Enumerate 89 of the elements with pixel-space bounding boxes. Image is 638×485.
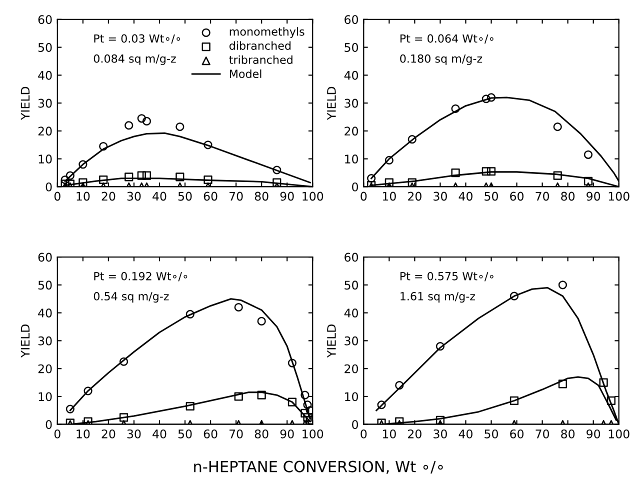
x-tick-label: 90: [586, 192, 600, 201]
x-tick-label: 20: [102, 192, 116, 201]
annotation: Pt = 0.192 Wt∘/∘: [94, 272, 188, 282]
x-tick-label: 20: [102, 429, 116, 438]
x-tick-label: 80: [561, 429, 575, 438]
y-tick-label: 30: [344, 336, 358, 346]
annotation: 0.54 sq m/g-z: [94, 292, 169, 303]
x-tick-label: 10: [382, 429, 396, 438]
y-tick-label: 0: [46, 420, 52, 430]
x-tick-label: 100: [302, 192, 324, 201]
x-tick-label: 0: [54, 429, 60, 438]
x-tick-label: 90: [280, 429, 294, 438]
x-tick-label: 50: [484, 192, 498, 201]
y-tick-label: 40: [344, 308, 358, 318]
x-tick-label: 60: [204, 192, 218, 201]
annotation: 1.61 sq m/g-z: [400, 292, 476, 303]
legend-label: monomethyls: [230, 27, 304, 38]
x-tick-label: 10: [76, 192, 90, 201]
y-tick-label: 50: [38, 280, 52, 290]
y-tick-label: 60: [38, 252, 52, 262]
legend-label: dibranched: [229, 41, 291, 50]
x-tick-label: 30: [127, 192, 141, 201]
x-tick-label: 30: [434, 192, 447, 201]
x-tick-label: 50: [178, 192, 192, 201]
x-tick-label: 80: [561, 192, 575, 201]
x-tick-label: 30: [434, 429, 447, 438]
y-tick-label: 0: [46, 182, 52, 192]
y-axis-title: YIELD: [20, 324, 30, 358]
y-tick-label: 10: [345, 154, 358, 164]
y-tick-label: 10: [38, 392, 52, 402]
x-tick-label: 70: [536, 192, 550, 201]
annotation: Pt = 0.064 Wt∘/∘: [400, 34, 494, 44]
y-tick-label: 60: [344, 252, 358, 262]
y-tick-label: 50: [344, 43, 358, 52]
y-tick-label: 50: [38, 43, 52, 52]
y-tick-label: 40: [38, 70, 52, 80]
y-tick-label: 20: [38, 364, 52, 374]
legend-label: Model: [230, 69, 262, 78]
y-tick-label: 30: [38, 336, 52, 346]
x-tick-label: 60: [204, 429, 218, 438]
x-tick-label: 100: [608, 429, 630, 438]
y-tick-label: 10: [38, 154, 52, 164]
x-axis-title: n-HEPTANE CONVERSION, Wt ∘/∘: [194, 460, 443, 474]
y-tick-label: 0: [352, 420, 358, 430]
y-tick-label: 40: [344, 70, 358, 80]
y-tick-label: 30: [38, 98, 52, 108]
y-tick-label: 60: [344, 15, 358, 24]
x-tick-label: 0: [360, 429, 367, 438]
x-tick-label: 40: [458, 429, 472, 438]
y-tick-label: 20: [38, 126, 52, 136]
y-tick-label: 0: [352, 182, 358, 192]
x-tick-label: 30: [127, 429, 141, 438]
y-tick-label: 20: [344, 126, 358, 136]
x-tick-label: 70: [230, 192, 243, 201]
x-tick-label: 70: [230, 429, 243, 438]
x-tick-label: 100: [608, 192, 630, 201]
x-tick-label: 90: [280, 192, 294, 201]
x-tick-label: 80: [254, 429, 268, 438]
y-tick-label: 60: [38, 15, 52, 24]
annotation: 0.084 sq m/g-z: [94, 54, 176, 65]
annotation: Pt = 0.03 Wt∘/∘: [94, 34, 180, 44]
x-tick-label: 40: [152, 192, 166, 201]
x-tick-label: 20: [408, 192, 422, 201]
x-tick-label: 0: [54, 192, 60, 201]
y-tick-label: 10: [345, 392, 358, 402]
x-tick-label: 10: [382, 192, 396, 201]
x-tick-label: 100: [302, 429, 324, 438]
y-tick-label: 30: [344, 98, 358, 108]
legend-label: tribranched: [229, 55, 292, 64]
x-tick-label: 50: [178, 429, 192, 438]
y-axis-title: YIELD: [327, 324, 336, 358]
x-tick-label: 20: [408, 429, 422, 438]
annotation: Pt = 0.575 Wt∘/∘: [400, 272, 494, 282]
x-tick-label: 50: [484, 429, 498, 438]
annotation: 0.180 sq m/g-z: [400, 54, 482, 65]
x-tick-label: 40: [152, 429, 166, 438]
x-tick-label: 40: [458, 192, 472, 201]
y-axis-title: YIELD: [327, 86, 336, 120]
y-axis-title: YIELD: [20, 86, 30, 120]
y-tick-label: 50: [344, 280, 358, 290]
x-tick-label: 60: [510, 192, 524, 201]
x-tick-label: 10: [76, 429, 90, 438]
y-tick-label: 40: [38, 308, 52, 318]
x-tick-label: 90: [586, 429, 600, 438]
y-tick-label: 20: [344, 364, 358, 374]
x-tick-label: 0: [360, 192, 367, 201]
x-tick-label: 80: [254, 192, 268, 201]
x-tick-label: 70: [536, 429, 550, 438]
x-tick-label: 60: [510, 429, 524, 438]
